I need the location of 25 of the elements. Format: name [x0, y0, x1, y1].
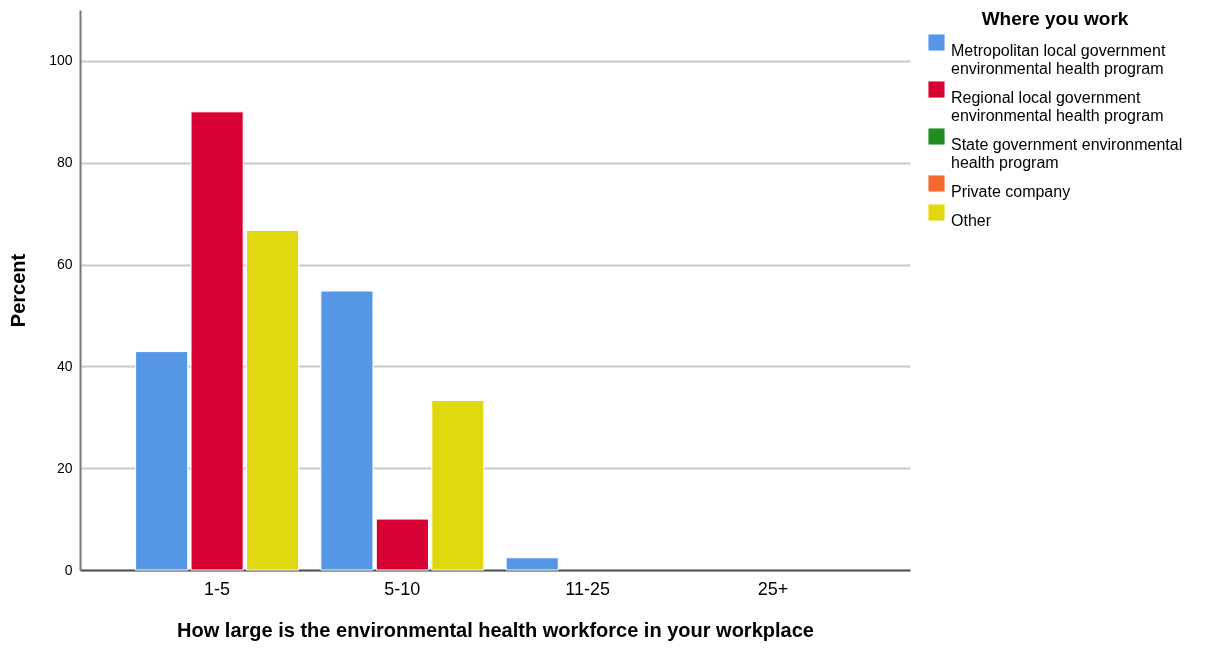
bar	[320, 290, 374, 571]
legend-label: Other	[951, 211, 992, 229]
bar	[135, 351, 189, 571]
y-tick-label: 60	[56, 256, 73, 273]
x-tick-label: 1-5	[204, 578, 231, 599]
y-tick-label: 80	[56, 154, 73, 171]
bar	[505, 557, 559, 571]
legend-label: Regional local government environmental health program	[951, 88, 1164, 124]
y-tick-label: 0	[64, 561, 73, 578]
x-axis-title: How large is the environmental health workforce in your workplace	[177, 618, 814, 641]
bar	[431, 399, 485, 571]
x-tick-label: 11-25	[565, 578, 610, 599]
y-tick-label: 40	[56, 357, 73, 374]
y-tick-label: 100	[49, 52, 73, 69]
legend-label: Private company	[951, 182, 1071, 200]
y-tick-label: 20	[56, 459, 73, 476]
bar	[375, 518, 429, 571]
legend-label: State government environmental health program	[951, 135, 1183, 171]
bar	[245, 229, 300, 571]
y-axis-title: Percent	[7, 253, 30, 328]
x-tick-label: 25+	[757, 578, 789, 599]
x-tick-label: 5-10	[384, 578, 421, 599]
legend-title: Where you work	[981, 8, 1129, 29]
legend-label: Metropolitan local government environmental health program	[951, 41, 1166, 77]
bar	[190, 111, 244, 571]
